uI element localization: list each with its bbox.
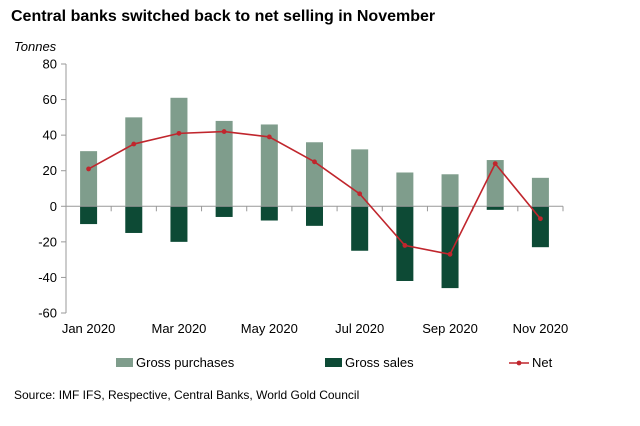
net-point (357, 191, 363, 197)
y-tick-label: 60 (43, 92, 57, 107)
bar-gross-sales (80, 206, 98, 225)
legend-marker-net (516, 360, 522, 366)
bar-gross-purchases (441, 174, 459, 207)
bar-gross-purchases (306, 142, 323, 207)
bar-gross-purchases (215, 120, 233, 207)
bar-gross-purchases (531, 177, 549, 207)
y-tick-label: -20 (38, 234, 57, 249)
x-tick-label: Sep 2020 (422, 321, 478, 336)
bar-gross-sales (170, 206, 188, 242)
bar-gross-sales (215, 206, 233, 217)
bar-gross-purchases (125, 117, 143, 207)
y-tick-label: -60 (38, 306, 57, 321)
legend-label-gross-purchases: Gross purchases (136, 355, 235, 370)
net-point (402, 243, 408, 248)
bar-gross-sales (531, 206, 549, 248)
bar-gross-sales (125, 206, 143, 233)
x-tick-label: May 2020 (241, 321, 298, 336)
chart-title: Central banks switched back to net selli… (11, 8, 436, 25)
y-axis-unit-label: Tonnes (14, 39, 57, 54)
y-tick-label: 0 (50, 199, 57, 214)
legend-label-gross-sales: Gross sales (345, 355, 414, 370)
legend-swatch-gross-purchases (116, 358, 133, 367)
y-tick-label: 40 (43, 128, 57, 143)
bar-gross-purchases (260, 124, 278, 207)
bar-gross-sales (260, 206, 278, 221)
net-point (538, 216, 543, 222)
x-tick-label: Jul 2020 (335, 321, 384, 336)
x-tick-label: Mar 2020 (151, 321, 206, 336)
net-point (86, 166, 91, 172)
legend-swatch-gross-sales (325, 358, 342, 367)
net-point (176, 130, 182, 136)
net-point (131, 141, 137, 147)
bar-gross-purchases (80, 151, 98, 207)
bar-gross-purchases (396, 172, 414, 207)
bar-gross-sales (486, 206, 504, 210)
net-point (312, 159, 317, 165)
net-point (492, 161, 498, 167)
y-tick-label: 20 (43, 163, 57, 178)
net-point (447, 251, 453, 257)
net-point (266, 134, 272, 140)
bar-gross-sales (306, 206, 323, 226)
bar-gross-sales (351, 206, 369, 251)
source-note: Source: IMF IFS, Respective, Central Ban… (14, 388, 360, 402)
bar-gross-purchases (170, 97, 188, 207)
x-tick-label: Nov 2020 (513, 321, 569, 336)
y-tick-label: -40 (38, 270, 57, 285)
bar-gross-purchases (486, 160, 504, 207)
net-point (221, 129, 227, 134)
y-tick-label: 80 (43, 57, 57, 72)
x-tick-label: Jan 2020 (62, 321, 116, 336)
bar-gross-sales (441, 206, 459, 289)
legend-label-net: Net (532, 355, 553, 370)
bar-gross-purchases (351, 149, 369, 207)
